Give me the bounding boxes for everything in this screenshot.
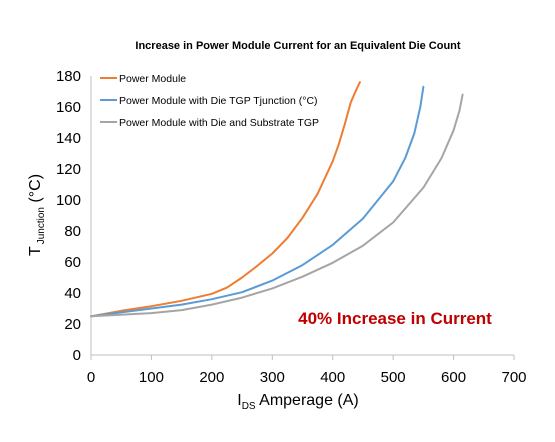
- x-axis-label-tail: Amperage (A): [256, 392, 359, 409]
- series-lines: [90, 81, 464, 318]
- legend-label-0: Power Module: [119, 73, 186, 85]
- x-tick-label: 600: [441, 369, 466, 386]
- series-line-2: [90, 93, 464, 318]
- x-tick-label: 200: [199, 369, 224, 386]
- y-tick-label: 120: [56, 161, 81, 178]
- chart-title: Increase in Power Module Current for an …: [135, 40, 460, 52]
- y-axis-label-sub: Junction: [36, 207, 47, 244]
- y-tick-label: 60: [64, 254, 81, 271]
- x-axis-label: IDS Amperage (A): [237, 392, 359, 412]
- series-line-0: [90, 81, 361, 318]
- legend-label-1: Power Module with Die TGP Tjunction (°C): [119, 95, 318, 107]
- x-tick-label: 500: [381, 369, 406, 386]
- y-tick-label: 40: [64, 285, 81, 302]
- y-tick-label: 100: [56, 192, 81, 209]
- y-ticks: 0 20 40 60 80 100 120 140 160 180: [56, 68, 81, 364]
- annotation-text: 40% Increase in Current: [298, 309, 492, 328]
- x-ticks: 0 100 200 300 400 500 600 700: [87, 355, 527, 386]
- y-tick-label: 20: [64, 316, 81, 333]
- x-axis-label-main: I: [237, 392, 241, 409]
- series-line-1: [90, 85, 425, 318]
- y-tick-label: 180: [56, 68, 81, 85]
- y-axis-label: T Junction (°C): [27, 174, 47, 256]
- y-tick-label: 160: [56, 99, 81, 116]
- legend: Power Module Power Module with Die TGP Tj…: [100, 73, 319, 129]
- x-tick-label: 100: [139, 369, 164, 386]
- axes: [90, 76, 514, 356]
- y-tick-label: 140: [56, 130, 81, 147]
- y-tick-label: 0: [73, 347, 81, 364]
- x-axis-label-sub: DS: [242, 401, 256, 412]
- y-tick-label: 80: [64, 223, 81, 240]
- x-tick-label: 300: [260, 369, 285, 386]
- x-tick-label: 700: [501, 369, 526, 386]
- x-tick-label: 400: [320, 369, 345, 386]
- y-axis-label-main: T: [27, 246, 44, 256]
- legend-label-2: Power Module with Die and Substrate TGP: [119, 117, 319, 129]
- x-tick-label: 0: [87, 369, 95, 386]
- y-axis-label-tail: (°C): [27, 174, 44, 207]
